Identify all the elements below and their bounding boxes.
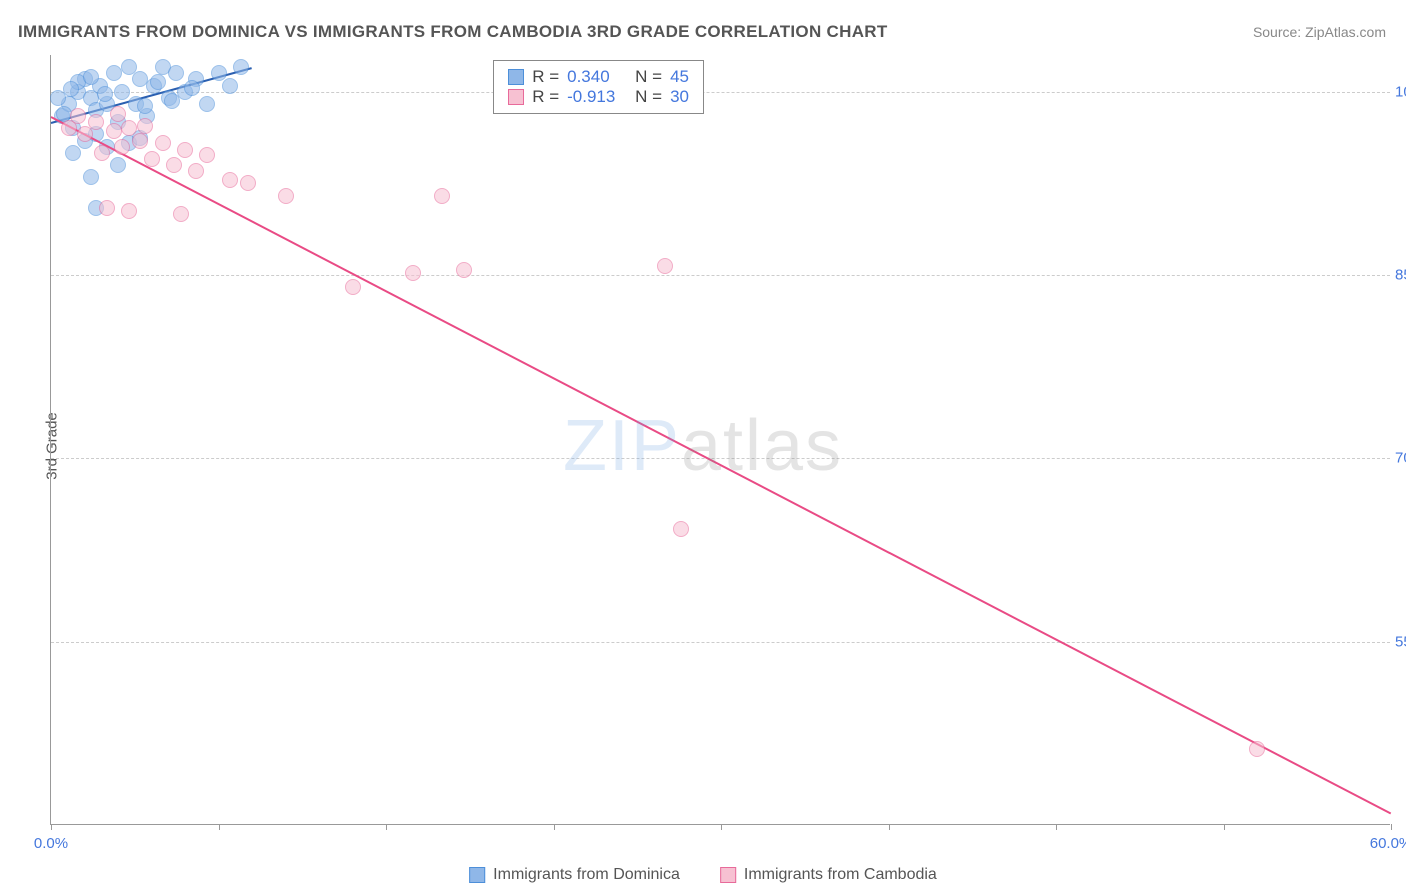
- scatter-point: [97, 86, 113, 102]
- scatter-point: [173, 206, 189, 222]
- legend-item: Immigrants from Cambodia: [720, 866, 937, 884]
- scatter-point: [168, 65, 184, 81]
- gridline-h: [51, 92, 1390, 93]
- legend-item: Immigrants from Dominica: [469, 866, 680, 884]
- swatch-blue: [508, 69, 524, 85]
- scatter-point: [77, 126, 93, 142]
- scatter-point: [222, 78, 238, 94]
- scatter-point: [222, 172, 238, 188]
- n-value: 30: [670, 87, 689, 107]
- scatter-point: [110, 157, 126, 173]
- legend-label: Immigrants from Cambodia: [744, 866, 937, 884]
- scatter-point: [233, 59, 249, 75]
- scatter-point: [1249, 741, 1265, 757]
- scatter-point: [199, 147, 215, 163]
- scatter-point: [110, 106, 126, 122]
- gridline-h: [51, 642, 1390, 643]
- x-tick: [1224, 824, 1225, 830]
- scatter-point: [434, 188, 450, 204]
- scatter-point: [144, 151, 160, 167]
- trend-line-pink: [51, 116, 1392, 814]
- scatter-point: [345, 279, 361, 295]
- gridline-h: [51, 275, 1390, 276]
- scatter-point: [137, 118, 153, 134]
- x-tick: [1391, 824, 1392, 830]
- scatter-point: [188, 163, 204, 179]
- r-label: R =: [532, 67, 559, 87]
- r-label: R =: [532, 87, 559, 107]
- scatter-point: [65, 145, 81, 161]
- x-tick: [721, 824, 722, 830]
- scatter-point: [137, 98, 153, 114]
- scatter-point: [405, 265, 421, 281]
- scatter-point: [456, 262, 472, 278]
- swatch-pink: [720, 867, 736, 883]
- x-tick: [889, 824, 890, 830]
- stats-box: R = 0.340 N = 45 R = -0.913 N = 30: [493, 60, 704, 114]
- scatter-point: [657, 258, 673, 274]
- gridline-h: [51, 458, 1390, 459]
- scatter-point: [240, 175, 256, 191]
- plot-area: 55.0%70.0%85.0%100.0%0.0%60.0%R =0.340N …: [50, 55, 1390, 825]
- x-tick: [1056, 824, 1057, 830]
- x-tick: [51, 824, 52, 830]
- y-tick-label: 55.0%: [1395, 633, 1406, 650]
- x-tick: [554, 824, 555, 830]
- y-tick-label: 100.0%: [1395, 83, 1406, 100]
- swatch-pink: [508, 89, 524, 105]
- stats-row: R = -0.913 N = 30: [508, 87, 689, 107]
- scatter-point: [184, 80, 200, 96]
- chart-title: IMMIGRANTS FROM DOMINICA VS IMMIGRANTS F…: [18, 22, 888, 42]
- r-value: 0.340: [567, 67, 627, 87]
- scatter-point: [83, 69, 99, 85]
- scatter-point: [114, 139, 130, 155]
- scatter-point: [278, 188, 294, 204]
- stats-row: R = 0.340 N = 45: [508, 67, 689, 87]
- x-tick: [219, 824, 220, 830]
- scatter-point: [155, 135, 171, 151]
- scatter-point: [177, 142, 193, 158]
- scatter-point: [106, 123, 122, 139]
- scatter-point: [70, 108, 86, 124]
- scatter-point: [673, 521, 689, 537]
- r-value: -0.913: [567, 87, 627, 107]
- scatter-point: [94, 145, 110, 161]
- bottom-legend: Immigrants from Dominica Immigrants from …: [469, 866, 937, 884]
- n-label: N =: [635, 67, 662, 87]
- scatter-point: [99, 200, 115, 216]
- scatter-point: [164, 93, 180, 109]
- scatter-point: [121, 203, 137, 219]
- legend-label: Immigrants from Dominica: [493, 866, 680, 884]
- scatter-point: [106, 65, 122, 81]
- y-tick-label: 70.0%: [1395, 450, 1406, 467]
- x-tick: [386, 824, 387, 830]
- scatter-point: [83, 169, 99, 185]
- scatter-point: [88, 114, 104, 130]
- scatter-point: [150, 74, 166, 90]
- scatter-point: [114, 84, 130, 100]
- n-label: N =: [635, 87, 662, 107]
- scatter-point: [132, 133, 148, 149]
- x-tick-label: 60.0%: [1370, 835, 1406, 852]
- scatter-point: [166, 157, 182, 173]
- n-value: 45: [670, 67, 689, 87]
- y-tick-label: 85.0%: [1395, 267, 1406, 284]
- scatter-point: [199, 96, 215, 112]
- scatter-point: [63, 81, 79, 97]
- source-attribution: Source: ZipAtlas.com: [1253, 24, 1386, 40]
- swatch-blue: [469, 867, 485, 883]
- x-tick-label: 0.0%: [34, 835, 68, 852]
